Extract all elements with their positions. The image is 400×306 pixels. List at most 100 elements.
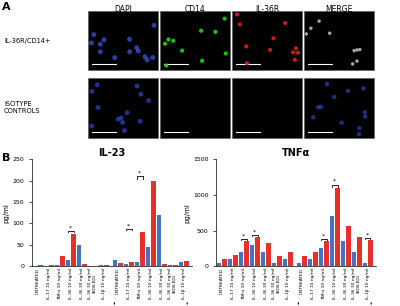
Point (179, 48, 185, 53)
Bar (335, 188, 340, 266)
Point (331, 95, 337, 99)
Point (134, 84, 140, 88)
Bar (160, 78, 230, 138)
Text: *: * (366, 232, 369, 237)
Bar (255, 237, 260, 266)
Point (338, 120, 345, 125)
Point (244, 61, 250, 66)
Bar (261, 252, 265, 266)
Bar (232, 78, 302, 138)
Text: A: A (2, 2, 11, 12)
Bar (77, 245, 81, 266)
Bar (277, 256, 282, 266)
Bar (283, 259, 287, 266)
Point (345, 88, 351, 93)
Bar (99, 265, 103, 266)
Bar (88, 78, 158, 138)
Bar (304, 78, 374, 138)
Point (89, 89, 95, 94)
Bar (313, 252, 318, 266)
Bar (179, 262, 183, 266)
Text: CD14: CD14 (185, 5, 205, 13)
Point (126, 49, 133, 54)
Point (97, 42, 104, 47)
Bar (173, 265, 178, 266)
Point (138, 92, 144, 97)
Point (222, 51, 229, 56)
Point (144, 58, 150, 62)
Point (350, 62, 356, 66)
Bar (140, 232, 145, 266)
Bar (346, 226, 351, 266)
Bar (113, 260, 118, 266)
Point (137, 119, 144, 124)
Bar (135, 262, 139, 266)
Point (212, 29, 218, 34)
Bar (66, 260, 70, 266)
Point (199, 58, 205, 63)
Point (198, 28, 204, 33)
Text: *: * (242, 234, 245, 239)
Text: IL-36R: IL-36R (255, 5, 279, 13)
Bar (239, 252, 243, 266)
Point (282, 21, 288, 25)
Point (243, 44, 250, 49)
Text: *: * (138, 170, 141, 175)
Point (315, 105, 322, 110)
Text: ISOTYPE
CONTROLS: ISOTYPE CONTROLS (4, 101, 40, 114)
Point (326, 31, 333, 35)
Point (303, 32, 310, 36)
Point (234, 12, 240, 17)
Point (362, 114, 368, 119)
Point (354, 47, 360, 52)
Point (267, 47, 273, 52)
Point (351, 48, 357, 53)
Bar (232, 11, 302, 70)
Point (163, 63, 170, 68)
Bar (146, 247, 150, 266)
Bar (363, 263, 367, 266)
Title: IL-23: IL-23 (98, 148, 126, 158)
Point (118, 115, 124, 120)
Text: *: * (127, 223, 130, 228)
Point (124, 110, 130, 115)
Point (354, 59, 360, 64)
Bar (162, 264, 167, 266)
Text: B: B (2, 153, 10, 163)
Point (290, 50, 296, 55)
Point (324, 82, 330, 87)
Bar (319, 248, 323, 266)
Bar (124, 264, 128, 266)
Bar (55, 265, 59, 266)
Point (170, 38, 176, 43)
Text: IL-36R/CD14+: IL-36R/CD14+ (4, 38, 50, 43)
Text: *: * (333, 179, 336, 184)
Bar (304, 11, 374, 70)
Bar (324, 241, 329, 266)
Point (357, 47, 363, 52)
Bar (330, 216, 334, 266)
Point (310, 115, 316, 120)
Point (142, 54, 148, 59)
Point (101, 37, 107, 42)
Point (88, 124, 95, 129)
Text: MERGE: MERGE (325, 5, 353, 13)
Bar (308, 259, 312, 266)
Point (112, 55, 118, 60)
Bar (184, 261, 189, 266)
Point (91, 32, 97, 37)
Bar (250, 245, 254, 266)
Bar (288, 252, 293, 266)
Bar (222, 259, 227, 266)
Bar (82, 264, 87, 266)
Bar (118, 263, 123, 266)
Text: *: * (322, 234, 325, 239)
Bar (233, 255, 238, 266)
Bar (88, 11, 158, 70)
Bar (302, 256, 307, 266)
Bar (266, 243, 271, 266)
Legend: HEALTHY, PSORIASIS: HEALTHY, PSORIASIS (318, 158, 374, 179)
Point (292, 57, 298, 62)
Bar (129, 262, 134, 266)
Point (362, 110, 368, 115)
